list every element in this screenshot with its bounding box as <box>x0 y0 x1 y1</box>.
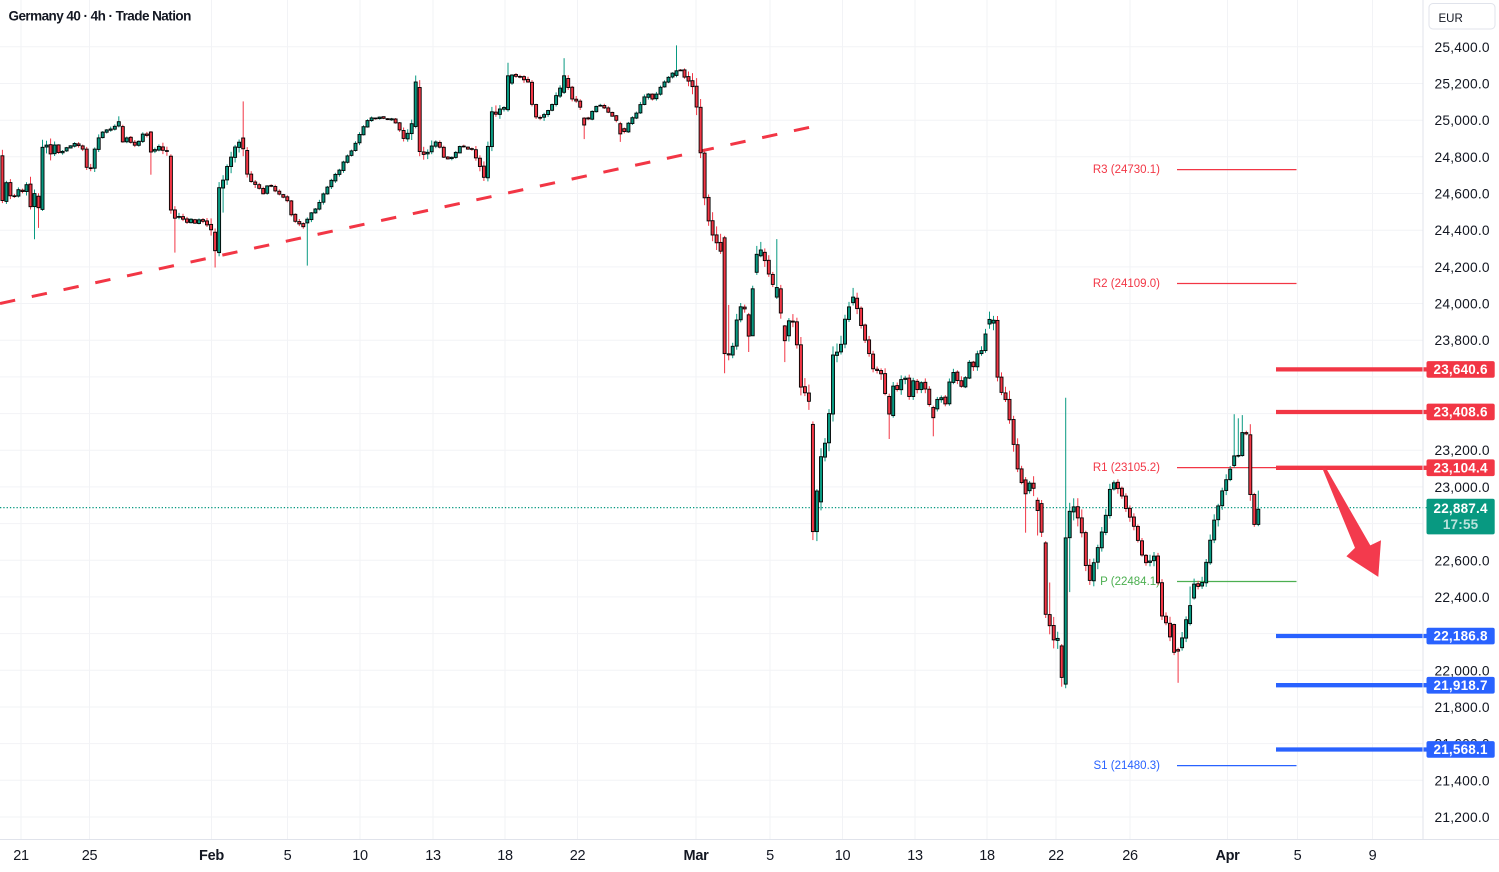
svg-text:5: 5 <box>1294 848 1302 864</box>
svg-text:5: 5 <box>284 848 292 864</box>
svg-text:21,200.0: 21,200.0 <box>1435 810 1490 825</box>
svg-text:22,000.0: 22,000.0 <box>1435 663 1490 678</box>
svg-text:23,000.0: 23,000.0 <box>1435 480 1490 495</box>
svg-text:26: 26 <box>1122 848 1138 864</box>
svg-text:22,887.4: 22,887.4 <box>1434 501 1488 516</box>
svg-text:10: 10 <box>835 848 851 864</box>
svg-text:9: 9 <box>1369 848 1377 864</box>
svg-text:25,200.0: 25,200.0 <box>1435 77 1490 92</box>
svg-text:R3 (24730.1): R3 (24730.1) <box>1093 164 1160 176</box>
svg-text:23,800.0: 23,800.0 <box>1435 333 1490 348</box>
svg-text:21,400.0: 21,400.0 <box>1435 773 1490 788</box>
svg-text:5: 5 <box>766 848 774 864</box>
svg-text:23,408.6: 23,408.6 <box>1434 405 1488 420</box>
svg-text:22: 22 <box>570 848 586 864</box>
svg-text:22,400.0: 22,400.0 <box>1435 590 1490 605</box>
svg-text:23,104.4: 23,104.4 <box>1434 460 1488 475</box>
svg-text:21,800.0: 21,800.0 <box>1435 700 1490 715</box>
svg-text:24,600.0: 24,600.0 <box>1435 187 1490 202</box>
svg-text:22,600.0: 22,600.0 <box>1435 553 1490 568</box>
svg-text:R2 (24109.0): R2 (24109.0) <box>1093 278 1160 290</box>
svg-text:21: 21 <box>13 848 29 864</box>
svg-text:22,186.8: 22,186.8 <box>1434 629 1488 644</box>
svg-text:Germany 40 · 4h · Trade Nation: Germany 40 · 4h · Trade Nation <box>9 9 192 24</box>
svg-text:24,200.0: 24,200.0 <box>1435 260 1490 275</box>
svg-text:18: 18 <box>979 848 995 864</box>
svg-text:13: 13 <box>907 848 923 864</box>
svg-text:Mar: Mar <box>684 848 710 864</box>
svg-text:24,000.0: 24,000.0 <box>1435 297 1490 312</box>
svg-text:25,400.0: 25,400.0 <box>1435 40 1490 55</box>
svg-text:22: 22 <box>1048 848 1064 864</box>
svg-text:25,000.0: 25,000.0 <box>1435 113 1490 128</box>
svg-text:10: 10 <box>352 848 368 864</box>
svg-text:24,400.0: 24,400.0 <box>1435 223 1490 238</box>
svg-text:Apr: Apr <box>1215 848 1240 864</box>
svg-text:17:55: 17:55 <box>1443 517 1479 532</box>
svg-text:R1 (23105.2): R1 (23105.2) <box>1093 462 1160 474</box>
svg-text:24,800.0: 24,800.0 <box>1435 150 1490 165</box>
svg-text:23,200.0: 23,200.0 <box>1435 443 1490 458</box>
svg-text:25: 25 <box>82 848 98 864</box>
svg-text:Feb: Feb <box>199 848 224 864</box>
svg-text:13: 13 <box>425 848 441 864</box>
svg-text:23,640.6: 23,640.6 <box>1434 362 1488 377</box>
svg-text:EUR: EUR <box>1439 13 1463 25</box>
svg-text:P (22484.1): P (22484.1) <box>1100 576 1160 588</box>
svg-text:S1 (21480.3): S1 (21480.3) <box>1094 760 1161 772</box>
svg-text:18: 18 <box>497 848 513 864</box>
svg-text:21,918.7: 21,918.7 <box>1434 678 1488 693</box>
svg-text:21,568.1: 21,568.1 <box>1434 742 1488 757</box>
